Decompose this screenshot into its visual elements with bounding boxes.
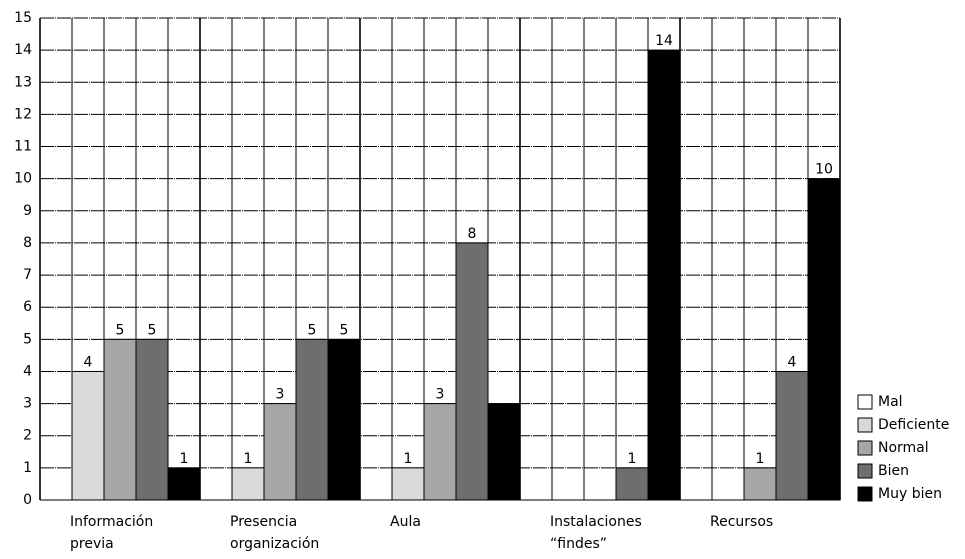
- value-label: 4: [84, 354, 93, 370]
- value-label: 1: [180, 451, 189, 467]
- value-label: 8: [468, 226, 477, 242]
- value-label: 5: [308, 322, 317, 338]
- y-tick-label: 3: [23, 396, 32, 412]
- legend-swatch: [857, 394, 873, 410]
- bar: [807, 178, 841, 501]
- bar: [263, 403, 297, 501]
- bar: [615, 467, 649, 501]
- bar: [455, 242, 489, 501]
- value-label: 10: [815, 162, 833, 178]
- y-tick-label: 15: [14, 10, 32, 26]
- y-tick-label: 0: [23, 492, 32, 508]
- bar: [135, 338, 169, 501]
- legend-swatch: [857, 463, 873, 479]
- bar: [103, 338, 137, 501]
- y-tick-label: 2: [23, 428, 32, 444]
- bar: [775, 370, 809, 501]
- value-label: 5: [148, 322, 157, 338]
- bar: [327, 338, 361, 501]
- x-tick-label: Información: [70, 514, 153, 530]
- x-tick-label: Instalaciones: [550, 514, 642, 530]
- bar: [167, 467, 201, 501]
- x-tick-label: organización: [230, 536, 319, 552]
- x-tick-label: previa: [70, 536, 114, 552]
- value-label: 1: [756, 451, 765, 467]
- y-tick-label: 12: [14, 106, 32, 122]
- y-tick-label: 9: [23, 203, 32, 219]
- legend-swatch: [857, 440, 873, 456]
- legend-label: Deficiente: [878, 417, 949, 433]
- bar: [71, 370, 105, 501]
- bar: [647, 49, 681, 501]
- legend-label: Normal: [878, 440, 929, 456]
- y-tick-label: 10: [14, 171, 32, 187]
- x-tick-label: Presencia: [230, 514, 297, 530]
- x-tick-label: Recursos: [710, 514, 773, 530]
- value-label: 3: [436, 387, 445, 403]
- x-tick-label: “findes”: [550, 536, 607, 552]
- legend-swatch: [857, 417, 873, 433]
- legend-label: Bien: [878, 463, 909, 479]
- value-label: 1: [628, 451, 637, 467]
- bar: [743, 467, 777, 501]
- value-label: 4: [788, 354, 797, 370]
- y-tick-label: 13: [14, 74, 32, 90]
- y-tick-label: 6: [23, 299, 32, 315]
- y-tick-label: 8: [23, 235, 32, 251]
- legend-label: Mal: [878, 394, 903, 410]
- value-label: 1: [404, 451, 413, 467]
- bar: [295, 338, 329, 501]
- legend-label: Muy bien: [878, 486, 942, 502]
- y-tick-label: 14: [14, 42, 32, 58]
- value-label: 5: [340, 322, 349, 338]
- x-tick-label: Aula: [390, 514, 421, 530]
- bar: [487, 403, 521, 501]
- y-tick-label: 5: [23, 331, 32, 347]
- legend-swatch: [857, 486, 873, 502]
- bar: [391, 467, 425, 501]
- bar: [423, 403, 457, 501]
- y-tick-label: 1: [23, 460, 32, 476]
- y-tick-label: 11: [14, 139, 32, 155]
- value-label: 3: [276, 387, 285, 403]
- y-tick-label: 7: [23, 267, 32, 283]
- y-tick-label: 4: [23, 363, 32, 379]
- value-label: 5: [116, 322, 125, 338]
- bar: [231, 467, 265, 501]
- value-label: 14: [655, 33, 673, 49]
- value-label: 1: [244, 451, 253, 467]
